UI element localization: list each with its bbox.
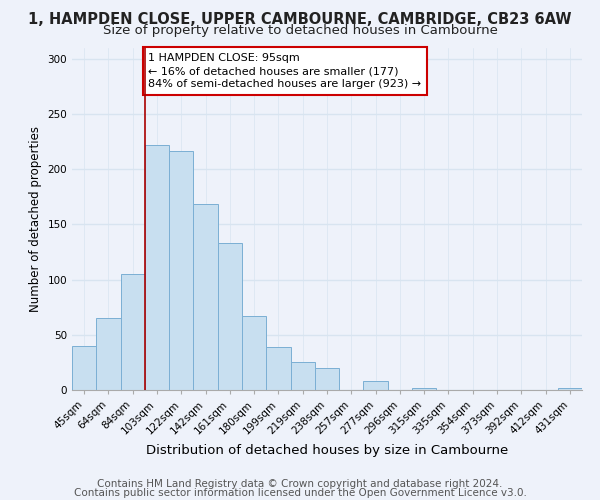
Bar [558, 388, 582, 390]
Text: 1 HAMPDEN CLOSE: 95sqm
← 16% of detached houses are smaller (177)
84% of semi-de: 1 HAMPDEN CLOSE: 95sqm ← 16% of detached… [149, 53, 422, 90]
Bar [315, 368, 339, 390]
Bar [72, 346, 96, 390]
Bar [193, 204, 218, 390]
Text: Contains public sector information licensed under the Open Government Licence v3: Contains public sector information licen… [74, 488, 526, 498]
Bar [412, 388, 436, 390]
Text: Size of property relative to detached houses in Cambourne: Size of property relative to detached ho… [103, 24, 497, 37]
Bar [242, 316, 266, 390]
Bar [290, 362, 315, 390]
Text: Contains HM Land Registry data © Crown copyright and database right 2024.: Contains HM Land Registry data © Crown c… [97, 479, 503, 489]
Bar [266, 347, 290, 390]
Bar [145, 144, 169, 390]
X-axis label: Distribution of detached houses by size in Cambourne: Distribution of detached houses by size … [146, 444, 508, 457]
Y-axis label: Number of detached properties: Number of detached properties [29, 126, 42, 312]
Bar [169, 152, 193, 390]
Bar [96, 318, 121, 390]
Text: 1, HAMPDEN CLOSE, UPPER CAMBOURNE, CAMBRIDGE, CB23 6AW: 1, HAMPDEN CLOSE, UPPER CAMBOURNE, CAMBR… [28, 12, 572, 28]
Bar [218, 243, 242, 390]
Bar [121, 274, 145, 390]
Bar [364, 381, 388, 390]
